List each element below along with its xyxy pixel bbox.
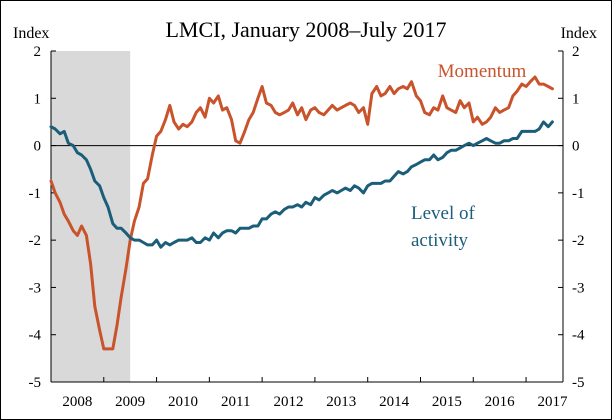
recession-shading — [51, 51, 131, 382]
y-tick-label-right: -4 — [572, 328, 585, 344]
y-tick-label-right: -1 — [572, 186, 585, 202]
y-tick-label-right: 1 — [572, 91, 580, 107]
series-line-level-of-activity — [49, 120, 554, 249]
x-tick-label: 2010 — [168, 394, 198, 410]
labels: LMCI, January 2008–July 2017 Index Index… — [13, 17, 597, 251]
x-tick-label: 2012 — [274, 394, 304, 410]
y-tick-label-left: -1 — [29, 186, 42, 202]
level-of-activity-label-line2: activity — [411, 230, 468, 251]
y-tick-label-right: -2 — [572, 233, 585, 249]
x-tick-label: 2013 — [326, 394, 356, 410]
y-tick-label-left: -5 — [29, 375, 42, 391]
y-tick-label-left: 1 — [34, 91, 42, 107]
series-layer — [49, 75, 554, 351]
recession-shading-layer — [51, 51, 131, 382]
x-tick-label: 2016 — [485, 394, 516, 410]
x-tick-label: 2008 — [62, 394, 92, 410]
y-tick-label-right: -5 — [572, 375, 585, 391]
y-tick-label-left: 0 — [34, 139, 42, 155]
y-tick-label-right: 0 — [572, 139, 580, 155]
y-tick-label-left: -3 — [29, 280, 42, 296]
y-tick-label-left: -2 — [29, 233, 42, 249]
level-of-activity-label-line1: Level of — [411, 203, 476, 224]
x-tick-label: 2011 — [221, 394, 250, 410]
chart-title: LMCI, January 2008–July 2017 — [165, 17, 446, 42]
left-axis-unit: Index — [13, 25, 49, 42]
series-line-momentum — [49, 75, 554, 351]
y-tick-label-left: -4 — [29, 328, 42, 344]
x-tick-label: 2015 — [432, 394, 462, 410]
momentum-label: Momentum — [438, 61, 527, 82]
x-tick-label: 2014 — [379, 394, 410, 410]
right-axis-unit: Index — [561, 25, 597, 42]
y-tick-label-left: 2 — [34, 44, 42, 60]
x-tick-label: 2017 — [537, 394, 568, 410]
x-tick-label: 2009 — [115, 394, 145, 410]
y-tick-label-right: 2 — [572, 44, 580, 60]
y-tick-label-right: -3 — [572, 280, 585, 296]
axes: 2 2 1 1 0 0 -1 -1 -2 -2 -3 -3 -4 -4 -5 -5 2008 2009 2010 20… — [29, 44, 585, 410]
